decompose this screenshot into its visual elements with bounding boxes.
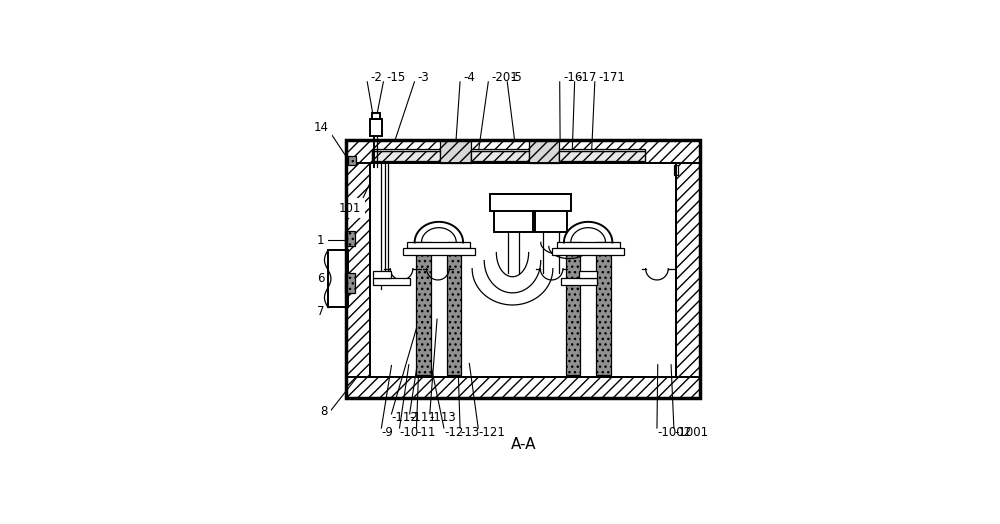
Bar bbox=[346, 139, 370, 398]
Bar bbox=[490, 194, 571, 211]
Text: -16: -16 bbox=[563, 71, 582, 83]
Text: -17: -17 bbox=[578, 71, 597, 83]
Text: 8: 8 bbox=[320, 406, 327, 418]
Text: -112: -112 bbox=[391, 411, 418, 424]
Bar bbox=[566, 243, 580, 375]
Bar bbox=[561, 278, 597, 285]
Bar bbox=[596, 243, 611, 375]
Text: -111: -111 bbox=[410, 411, 436, 424]
Bar bbox=[440, 139, 471, 163]
Text: -5: -5 bbox=[510, 71, 522, 83]
Bar bbox=[559, 151, 645, 161]
Bar bbox=[328, 250, 348, 307]
Bar bbox=[471, 151, 529, 161]
Bar bbox=[529, 139, 559, 163]
Text: -12: -12 bbox=[444, 425, 463, 439]
Bar bbox=[535, 194, 567, 232]
Bar bbox=[345, 231, 355, 246]
Bar bbox=[370, 119, 382, 136]
Text: -113: -113 bbox=[430, 411, 457, 424]
Text: -201: -201 bbox=[492, 71, 518, 83]
Text: -121: -121 bbox=[478, 425, 505, 439]
Text: -171: -171 bbox=[598, 71, 625, 83]
Text: 7: 7 bbox=[317, 304, 325, 318]
Text: -9: -9 bbox=[381, 425, 393, 439]
Bar bbox=[372, 149, 440, 161]
Text: 101: 101 bbox=[339, 202, 361, 215]
Text: -3: -3 bbox=[418, 71, 429, 83]
Bar bbox=[348, 157, 356, 165]
Bar bbox=[579, 271, 597, 278]
Text: -15: -15 bbox=[387, 71, 406, 83]
Bar bbox=[416, 243, 431, 375]
Bar bbox=[674, 165, 678, 175]
Text: 1: 1 bbox=[317, 234, 325, 247]
Bar bbox=[471, 149, 529, 161]
Text: -11: -11 bbox=[416, 425, 436, 439]
Bar bbox=[559, 149, 645, 161]
Bar bbox=[403, 248, 475, 255]
Bar bbox=[373, 278, 410, 285]
Bar bbox=[346, 139, 700, 163]
Text: -10: -10 bbox=[400, 425, 419, 439]
Text: 14: 14 bbox=[313, 121, 328, 134]
Text: 6: 6 bbox=[317, 272, 325, 285]
Text: -4: -4 bbox=[463, 71, 475, 83]
Text: -2: -2 bbox=[370, 71, 382, 83]
Bar bbox=[346, 377, 700, 398]
Bar bbox=[676, 139, 700, 398]
Bar bbox=[372, 151, 440, 161]
Bar bbox=[372, 113, 380, 119]
Bar bbox=[373, 271, 391, 278]
Bar bbox=[407, 242, 470, 248]
Bar bbox=[346, 139, 700, 398]
Bar bbox=[345, 274, 355, 293]
Bar bbox=[552, 248, 624, 255]
Bar bbox=[494, 194, 533, 232]
Text: -13: -13 bbox=[460, 425, 479, 439]
Text: A-A: A-A bbox=[511, 436, 537, 452]
Text: -1002: -1002 bbox=[657, 425, 691, 439]
Text: -1001: -1001 bbox=[674, 425, 708, 439]
Bar bbox=[557, 242, 620, 248]
Bar bbox=[447, 243, 461, 375]
